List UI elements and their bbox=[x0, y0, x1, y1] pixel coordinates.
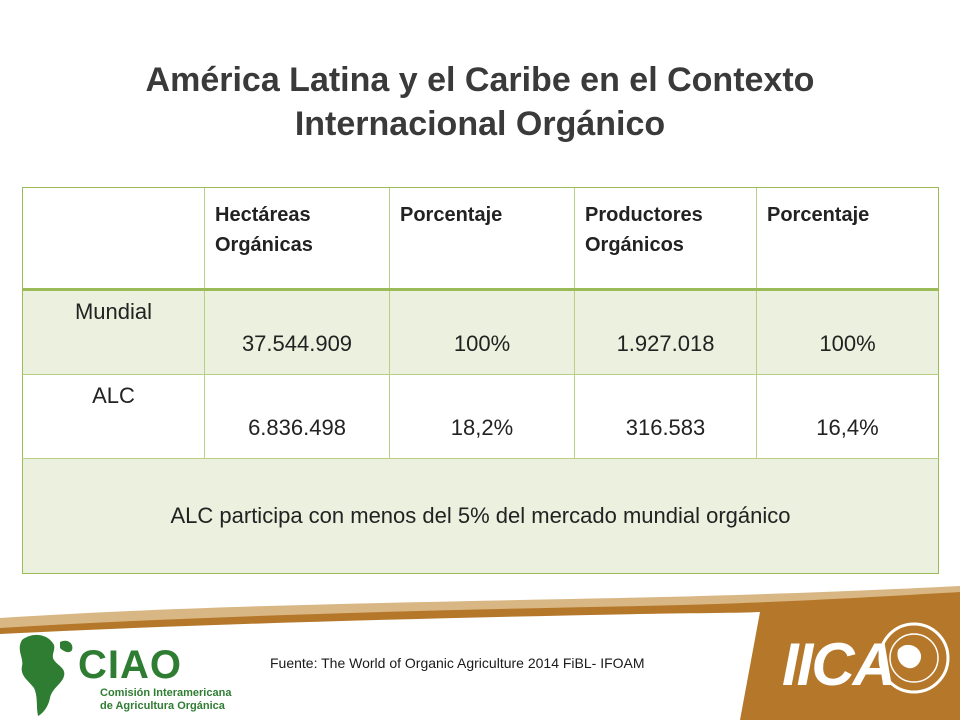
iica-globe-icon bbox=[878, 622, 950, 694]
data-table: Hectáreas Orgánicas Porcentaje Productor… bbox=[22, 187, 939, 574]
footer-white-panel bbox=[0, 612, 760, 720]
cell-value: 18,2% bbox=[389, 374, 575, 459]
title-line-2: Internacional Orgánico bbox=[294, 105, 666, 143]
cell-text: 316.583 bbox=[625, 414, 706, 440]
header-cell-porcentaje-1: Porcentaje bbox=[389, 187, 575, 290]
cell-text: 100% bbox=[453, 330, 511, 356]
row-label: ALC bbox=[22, 374, 205, 459]
source-citation: Fuente: The World of Organic Agriculture… bbox=[270, 655, 645, 671]
cell-value: 6.836.498 bbox=[204, 374, 390, 459]
header-cell-empty bbox=[22, 187, 205, 290]
cell-text: 16,4% bbox=[816, 414, 879, 440]
cell-value: 16,4% bbox=[756, 374, 939, 459]
header-label: Hectáreas bbox=[215, 204, 311, 226]
footer-band bbox=[0, 586, 960, 720]
americas-map-icon bbox=[19, 634, 73, 716]
iica-logo: IICA bbox=[782, 631, 896, 698]
cell-value: 37.544.909 bbox=[204, 288, 390, 375]
cell-value: 316.583 bbox=[574, 374, 757, 459]
header-label: Orgánicas bbox=[215, 234, 313, 256]
header-cell-porcentaje-2: Porcentaje bbox=[756, 187, 939, 290]
slide-title: América Latina y el Caribe en el Context… bbox=[60, 58, 900, 146]
table-header-row: Hectáreas Orgánicas Porcentaje Productor… bbox=[22, 187, 939, 290]
row-label: Mundial bbox=[22, 288, 205, 375]
header-cell-productores: Productores Orgánicos bbox=[574, 187, 757, 290]
header-cell-hectareas: Hectáreas Orgánicas bbox=[204, 187, 390, 290]
note-text: ALC participa con menos del 5% del merca… bbox=[22, 458, 939, 574]
header-label: Porcentaje bbox=[767, 204, 870, 226]
ciao-subtitle: Comisión Interamericana de Agricultura O… bbox=[100, 687, 231, 713]
cell-text: 37.544.909 bbox=[241, 330, 353, 356]
cell-value: 100% bbox=[756, 288, 939, 375]
cell-value: 1.927.018 bbox=[574, 288, 757, 375]
cell-text: 6.836.498 bbox=[248, 414, 346, 440]
cell-text: 1.927.018 bbox=[616, 330, 715, 356]
ciao-logo: CIAO bbox=[78, 643, 182, 687]
table-row-mundial: Mundial 37.544.909 100% 1.927.018 100% bbox=[22, 288, 939, 375]
table-row-alc: ALC 6.836.498 18,2% 316.583 16,4% bbox=[22, 374, 939, 459]
cell-text: 100% bbox=[819, 330, 876, 356]
cell-text: 18,2% bbox=[450, 414, 514, 440]
table-note-row: ALC participa con menos del 5% del merca… bbox=[22, 458, 939, 574]
cell-value: 100% bbox=[389, 288, 575, 375]
header-label: Productores bbox=[585, 204, 703, 226]
header-label: Porcentaje bbox=[400, 204, 503, 226]
ciao-sub-line-2: de Agricultura Orgánica bbox=[100, 700, 225, 712]
title-line-1: América Latina y el Caribe en el Context… bbox=[145, 61, 815, 99]
ciao-sub-line-1: Comisión Interamericana bbox=[100, 687, 232, 699]
header-label: Orgánicos bbox=[585, 234, 684, 256]
